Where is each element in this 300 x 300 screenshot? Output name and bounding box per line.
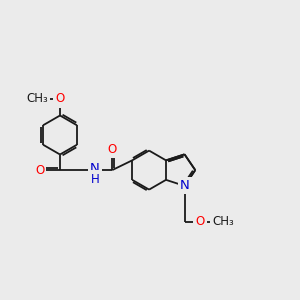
Text: O: O — [108, 143, 117, 156]
Text: N: N — [180, 179, 189, 192]
Text: N: N — [90, 162, 100, 176]
Text: CH₃: CH₃ — [212, 215, 234, 228]
Text: O: O — [196, 215, 205, 228]
Text: O: O — [35, 164, 44, 177]
Text: H: H — [90, 172, 99, 186]
Text: O: O — [56, 92, 64, 106]
Text: CH₃: CH₃ — [26, 92, 48, 106]
